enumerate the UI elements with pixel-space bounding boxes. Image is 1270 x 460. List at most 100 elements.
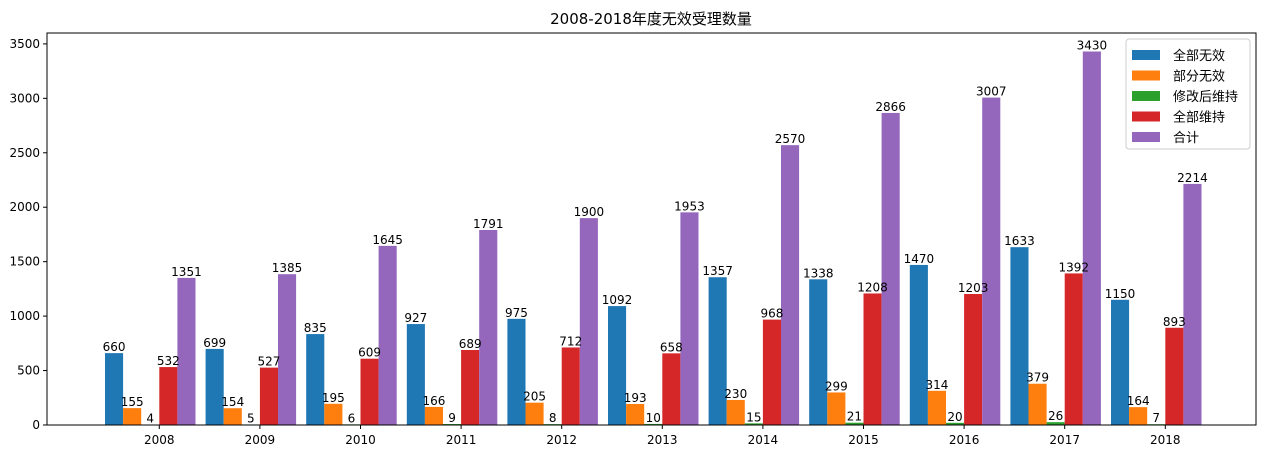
data-label: 968 <box>760 307 783 321</box>
bar <box>1029 384 1047 425</box>
data-label: 10 <box>646 411 661 425</box>
bar <box>1165 328 1183 425</box>
data-label: 835 <box>304 321 327 335</box>
data-label: 314 <box>925 378 948 392</box>
data-label: 4 <box>146 412 154 426</box>
legend-swatch <box>1132 91 1160 101</box>
data-label: 7 <box>1152 411 1160 425</box>
bar <box>809 279 827 425</box>
bar <box>580 218 598 425</box>
data-label: 1385 <box>272 261 303 275</box>
data-label: 1150 <box>1105 287 1136 301</box>
x-tick-label: 2018 <box>1150 433 1181 447</box>
data-label: 1203 <box>958 281 989 295</box>
data-label: 299 <box>825 379 848 393</box>
bar <box>105 353 123 425</box>
bar <box>177 278 195 425</box>
legend-swatch <box>1132 71 1160 81</box>
bar <box>662 353 680 425</box>
legend-swatch <box>1132 112 1160 122</box>
bar <box>224 408 242 425</box>
data-label: 5 <box>247 411 255 425</box>
data-label: 893 <box>1163 315 1186 329</box>
data-label: 660 <box>103 340 126 354</box>
y-tick-label: 2000 <box>9 200 40 214</box>
data-label: 1338 <box>803 266 834 280</box>
data-label: 527 <box>257 355 280 369</box>
bar <box>1010 247 1028 425</box>
bar <box>1183 184 1201 425</box>
data-label: 1633 <box>1004 234 1035 248</box>
chart-title: 2008-2018年度无效受理数量 <box>550 10 752 28</box>
y-tick-label: 0 <box>32 418 40 432</box>
legend-swatch <box>1132 132 1160 142</box>
data-label: 3430 <box>1077 39 1108 53</box>
x-tick-label: 2011 <box>446 433 477 447</box>
data-label: 712 <box>559 334 582 348</box>
bar <box>425 407 443 425</box>
data-label: 20 <box>947 410 962 424</box>
bar <box>1129 407 1147 425</box>
legend-label: 修改后维持 <box>1173 90 1238 105</box>
data-label: 166 <box>422 394 445 408</box>
bar <box>827 392 845 425</box>
data-label: 6 <box>348 411 356 425</box>
data-label: 1392 <box>1058 260 1089 274</box>
bar <box>159 367 177 425</box>
bar <box>1065 273 1083 425</box>
x-tick-label: 2017 <box>1049 433 1080 447</box>
bar <box>407 324 425 425</box>
bar <box>379 246 397 425</box>
data-label: 205 <box>523 390 546 404</box>
data-label: 1357 <box>702 264 733 278</box>
bar <box>260 368 278 425</box>
data-label: 699 <box>203 336 226 350</box>
data-label: 1351 <box>171 265 202 279</box>
bar <box>479 230 497 425</box>
y-tick-label: 1500 <box>9 255 40 269</box>
legend-swatch <box>1132 50 1160 60</box>
data-label: 164 <box>1127 394 1150 408</box>
y-tick-label: 1000 <box>9 309 40 323</box>
bar <box>781 145 799 425</box>
bar <box>526 403 544 425</box>
bar <box>680 212 698 425</box>
data-label: 9 <box>448 411 456 425</box>
data-label: 193 <box>624 391 647 405</box>
data-label: 689 <box>459 337 482 351</box>
x-tick-label: 2015 <box>848 433 879 447</box>
data-label: 2214 <box>1177 171 1208 185</box>
bar <box>882 113 900 425</box>
data-label: 2570 <box>775 132 806 146</box>
bar <box>1083 52 1101 425</box>
data-label: 26 <box>1048 409 1063 423</box>
data-label: 230 <box>724 387 747 401</box>
data-label: 21 <box>847 410 862 424</box>
bar <box>461 350 479 425</box>
data-label: 927 <box>404 311 427 325</box>
data-label: 1470 <box>904 252 935 266</box>
data-label: 1791 <box>473 217 504 231</box>
data-label: 155 <box>121 395 144 409</box>
y-tick-label: 500 <box>17 364 40 378</box>
x-tick-label: 2013 <box>647 433 678 447</box>
data-label: 658 <box>660 340 683 354</box>
x-tick-label: 2016 <box>949 433 980 447</box>
bar <box>361 359 379 425</box>
data-label: 15 <box>746 410 761 424</box>
x-tick-label: 2014 <box>748 433 779 447</box>
x-tick-label: 2012 <box>546 433 577 447</box>
data-label: 1645 <box>372 233 403 247</box>
x-tick-label: 2008 <box>144 433 175 447</box>
bar <box>123 408 141 425</box>
bar <box>626 404 644 425</box>
data-label: 1092 <box>602 293 633 307</box>
data-label: 8 <box>549 411 557 425</box>
legend-label: 全部维持 <box>1173 110 1225 126</box>
data-label: 195 <box>322 391 345 405</box>
y-tick-label: 3500 <box>9 37 40 51</box>
y-tick-label: 2500 <box>9 146 40 160</box>
bar <box>928 391 946 425</box>
data-label: 975 <box>505 306 528 320</box>
